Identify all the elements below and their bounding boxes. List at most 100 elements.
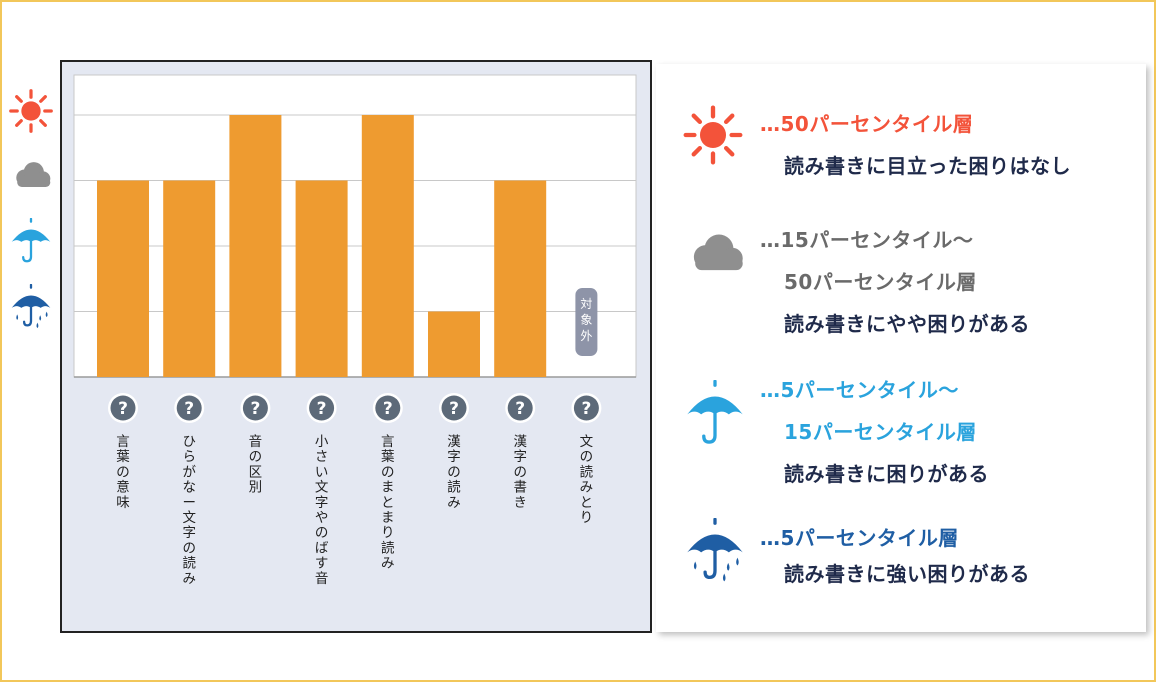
svg-text:書: 書	[513, 480, 527, 496]
svg-text:ま: ま	[381, 510, 395, 526]
svg-text:み: み	[182, 571, 196, 587]
svg-text:ひ: ひ	[182, 434, 196, 450]
svg-text:の: の	[447, 464, 461, 480]
legend-line: …5パーセンタイル～	[760, 378, 959, 402]
svg-text:小: 小	[315, 434, 329, 450]
legend-line: 15パーセンタイル層	[784, 420, 977, 444]
legend-line: …15パーセンタイル～	[760, 228, 974, 252]
help-icon[interactable]: ?	[439, 393, 469, 423]
svg-text:の: の	[315, 525, 329, 541]
svg-text:み: み	[580, 480, 594, 496]
umbrella-rain-icon	[682, 517, 748, 588]
level-sun-icon	[8, 88, 56, 138]
svg-text:味: 味	[116, 495, 130, 511]
svg-text:き: き	[513, 495, 527, 511]
svg-text:り: り	[381, 525, 395, 541]
svg-text:さ: さ	[315, 449, 329, 465]
svg-text:ら: ら	[182, 449, 196, 465]
bar	[361, 115, 414, 377]
svg-text:区: 区	[249, 464, 263, 480]
help-icon[interactable]: ?	[372, 393, 403, 423]
svg-text:?: ?	[118, 399, 128, 419]
svg-text:と: と	[580, 495, 594, 511]
svg-text:別: 別	[249, 480, 263, 496]
chart-panel: ? 言葉の意味? ひらがなー文字の読み? 音の区別? 小さい文字やのばす音? 言葉のまとま…	[60, 60, 652, 633]
not-applicable-badge	[575, 288, 598, 356]
bar	[494, 180, 547, 377]
legend-line: 読み書きにやや困りがある	[784, 312, 1030, 336]
svg-text:や: や	[315, 510, 329, 526]
svg-text:?: ?	[184, 399, 194, 419]
legend-panel: …50パーセンタイル層 読み書きに目立った困りはなし …15パーセンタイル～ 50パー…	[656, 64, 1146, 632]
svg-text:?: ?	[383, 399, 393, 419]
svg-text:漢: 漢	[513, 434, 527, 450]
svg-text:な: な	[182, 480, 196, 496]
svg-text:言: 言	[116, 434, 130, 450]
help-icon[interactable]: ?	[571, 393, 602, 423]
svg-text:文: 文	[580, 434, 594, 450]
svg-text:意: 意	[116, 479, 130, 496]
svg-text:字: 字	[513, 449, 527, 465]
help-icon[interactable]: ?	[505, 393, 536, 423]
svg-text:と: と	[381, 495, 395, 511]
svg-text:字: 字	[315, 495, 329, 511]
svg-text:読: 読	[580, 464, 594, 480]
cloud-icon	[682, 220, 748, 290]
svg-text:?: ?	[317, 399, 327, 419]
legend-line: 読み書きに強い困りがある	[784, 562, 1030, 586]
not-applicable-label-char: 外	[580, 329, 592, 343]
svg-text:す: す	[315, 556, 329, 572]
svg-text:字: 字	[182, 525, 196, 541]
svg-text:?: ?	[250, 399, 260, 419]
svg-text:が: が	[182, 464, 196, 480]
svg-text:り: り	[580, 510, 594, 526]
bar-chart: ?言葉の意味?ひらがなー文字の読み?音の区別?小さい文字やのばす音?言葉のまとま…	[73, 74, 637, 587]
help-icon[interactable]: ?	[240, 393, 271, 423]
sun-icon	[682, 104, 744, 170]
svg-text:読: 読	[447, 480, 461, 496]
svg-text:葉: 葉	[381, 449, 395, 465]
svg-text:み: み	[447, 495, 461, 511]
svg-text:葉: 葉	[116, 449, 130, 465]
bar	[428, 311, 480, 377]
svg-text:文: 文	[182, 510, 196, 526]
svg-text:の: の	[513, 464, 527, 480]
bar	[295, 180, 348, 377]
svg-text:読: 読	[182, 556, 196, 572]
svg-text:読: 読	[381, 540, 395, 556]
bar	[229, 115, 282, 377]
svg-text:言: 言	[381, 434, 395, 450]
bar	[97, 180, 149, 377]
svg-text:音: 音	[315, 570, 329, 587]
help-icon[interactable]: ?	[108, 393, 138, 423]
svg-text:の: の	[249, 449, 263, 465]
help-icon[interactable]: ?	[306, 393, 337, 423]
level-cloud-icon	[8, 152, 56, 202]
svg-text:音: 音	[249, 433, 263, 450]
bar	[163, 180, 216, 377]
svg-text:の: の	[182, 540, 196, 556]
not-applicable-label-char: 象	[580, 313, 592, 327]
legend-line: …50パーセンタイル層	[760, 112, 974, 136]
not-applicable-label-char: 対	[580, 297, 592, 311]
help-icon[interactable]: ?	[174, 393, 205, 423]
plot-area	[73, 74, 637, 378]
svg-text:ー: ー	[182, 495, 196, 511]
legend-line: 読み書きに困りがある	[784, 462, 989, 486]
level-umbrella-icon	[8, 218, 56, 268]
svg-text:字: 字	[447, 449, 461, 465]
legend-line: 50パーセンタイル層	[784, 270, 977, 294]
svg-text:ば: ば	[315, 540, 329, 556]
svg-text:の: の	[116, 464, 130, 480]
legend-line: …5パーセンタイル層	[760, 526, 959, 550]
svg-text:文: 文	[315, 480, 329, 496]
